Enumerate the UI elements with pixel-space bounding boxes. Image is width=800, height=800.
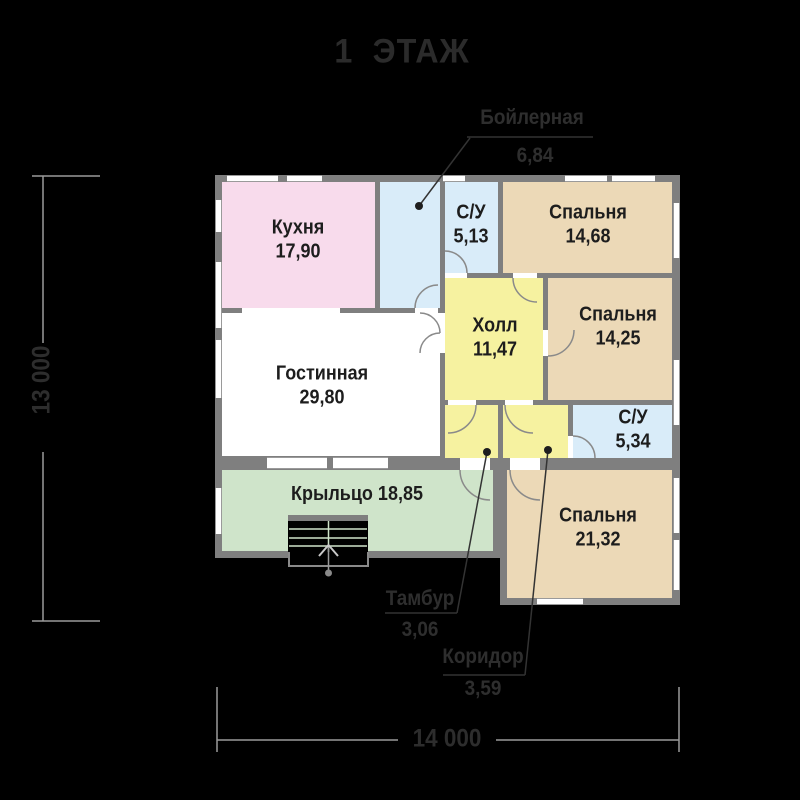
room-name: С/У xyxy=(456,201,486,224)
room-label-bedroom3: Спальня 21,32 xyxy=(559,504,637,551)
room-name: С/У xyxy=(618,406,648,429)
room-label-bedroom1: Спальня 14,68 xyxy=(549,201,627,248)
room-area: 5,34 xyxy=(615,430,651,452)
room-tambour xyxy=(445,405,498,458)
callout-tambour-name: Тамбур xyxy=(385,587,455,610)
room-label-living: Гостинная 29,80 xyxy=(276,362,368,409)
room-area: 14,68 xyxy=(565,225,611,247)
window xyxy=(565,175,607,182)
window xyxy=(673,203,680,258)
door-opening xyxy=(460,458,490,470)
room-corridor xyxy=(503,405,568,458)
stairs-icon xyxy=(288,521,368,552)
room-area: 11,47 xyxy=(472,338,518,360)
room-label-porch: Крыльцо 18,85 xyxy=(291,483,423,507)
room-name: Кухня xyxy=(271,216,325,239)
room-name: Спальня xyxy=(549,201,627,224)
callout-corridor-name: Коридор xyxy=(442,645,524,668)
page-title: 1 ЭТАЖ xyxy=(334,32,470,71)
room-label-kitchen: Кухня 17,90 xyxy=(272,216,325,263)
window xyxy=(673,540,680,590)
window xyxy=(612,175,655,182)
stairs-landing-edge xyxy=(288,515,368,521)
room-area: 17,90 xyxy=(275,240,321,262)
stairs-lower xyxy=(288,552,369,567)
room-living xyxy=(222,313,440,456)
room-area: 29,80 xyxy=(299,386,345,408)
stairs-start-dot xyxy=(325,569,332,577)
room-label-wc2: С/У 5,34 xyxy=(615,406,650,453)
room-label-wc1: С/У 5,13 xyxy=(453,201,488,248)
door-opening xyxy=(568,436,573,458)
room-boiler xyxy=(380,182,440,308)
room-area: 21,32 xyxy=(575,528,621,550)
door-opening xyxy=(505,400,533,405)
room-area: 18,85 xyxy=(377,483,423,506)
room-bedroom1 xyxy=(503,182,672,273)
window xyxy=(287,175,322,182)
window xyxy=(333,457,388,469)
window xyxy=(227,175,278,182)
door-opening xyxy=(242,308,340,313)
room-kitchen xyxy=(222,182,375,308)
room-area: 5,13 xyxy=(453,225,489,247)
door-opening xyxy=(510,458,540,470)
room-name: Спальня xyxy=(579,303,657,326)
window xyxy=(215,262,222,328)
room-area: 14,25 xyxy=(595,327,641,349)
door-opening xyxy=(440,313,445,353)
dimension-width-label: 14 000 xyxy=(412,724,482,753)
window xyxy=(215,488,222,534)
callout-boiler-area: 6,84 xyxy=(516,144,554,167)
door-opening xyxy=(445,273,467,278)
room-label-bedroom2: Спальня 14,25 xyxy=(579,303,657,350)
window xyxy=(215,200,222,232)
callout-boiler-name: Бойлерная xyxy=(480,106,584,129)
room-name: Гостинная xyxy=(275,362,369,385)
door-opening xyxy=(448,400,476,405)
dimension-height-label: 13 000 xyxy=(27,345,56,415)
room-name: Спальня xyxy=(559,504,637,527)
room-name: Холл xyxy=(472,314,518,337)
room-name: Крыльцо xyxy=(291,483,373,506)
window xyxy=(443,175,465,182)
window xyxy=(673,478,680,533)
callout-corridor-area: 3,59 xyxy=(464,677,502,700)
door-opening xyxy=(415,308,438,313)
callout-tambour-area: 3,06 xyxy=(401,618,439,641)
window xyxy=(673,360,680,425)
door-opening xyxy=(543,330,548,356)
window xyxy=(267,457,327,469)
room-label-hall: Холл 11,47 xyxy=(472,314,517,361)
window xyxy=(537,598,583,605)
window xyxy=(215,340,222,398)
door-opening xyxy=(513,273,537,278)
